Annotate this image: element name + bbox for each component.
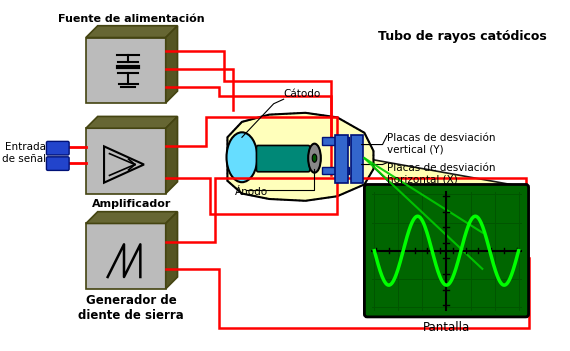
- Polygon shape: [86, 212, 177, 224]
- Polygon shape: [227, 113, 373, 201]
- Text: Entrada
de señal: Entrada de señal: [2, 142, 46, 164]
- Polygon shape: [166, 26, 177, 103]
- FancyBboxPatch shape: [46, 157, 69, 171]
- Polygon shape: [166, 117, 177, 193]
- Ellipse shape: [312, 154, 317, 162]
- Polygon shape: [364, 158, 526, 314]
- Text: Amplificador: Amplificador: [92, 199, 171, 209]
- Bar: [86, 38, 166, 103]
- Bar: [86, 224, 166, 289]
- FancyBboxPatch shape: [46, 141, 69, 155]
- Bar: [321, 137, 349, 145]
- Text: Ánodo: Ánodo: [235, 187, 268, 197]
- Text: Tubo de rayos catódicos: Tubo de rayos catódicos: [378, 30, 547, 43]
- Bar: [351, 135, 364, 183]
- Polygon shape: [86, 26, 177, 38]
- Polygon shape: [166, 212, 177, 289]
- Bar: [335, 135, 348, 183]
- Text: Placas de desviación
horizontal (X): Placas de desviación horizontal (X): [387, 163, 495, 184]
- Text: Generador de
diente de sierra: Generador de diente de sierra: [79, 294, 184, 322]
- Ellipse shape: [226, 132, 257, 182]
- Ellipse shape: [308, 144, 321, 173]
- Polygon shape: [86, 117, 177, 128]
- FancyBboxPatch shape: [364, 185, 528, 317]
- Text: Cátodo: Cátodo: [284, 89, 321, 99]
- Text: Pantalla: Pantalla: [422, 322, 470, 335]
- Text: Fuente de alimentación: Fuente de alimentación: [58, 14, 205, 24]
- FancyBboxPatch shape: [256, 145, 310, 172]
- Bar: [86, 128, 166, 193]
- Bar: [321, 167, 349, 174]
- Text: Placas de desviación
vertical (Y): Placas de desviación vertical (Y): [387, 133, 495, 154]
